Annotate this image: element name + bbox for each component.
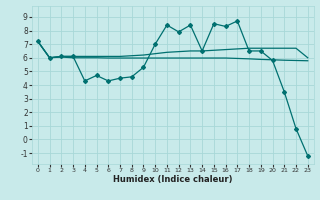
X-axis label: Humidex (Indice chaleur): Humidex (Indice chaleur) (113, 175, 233, 184)
